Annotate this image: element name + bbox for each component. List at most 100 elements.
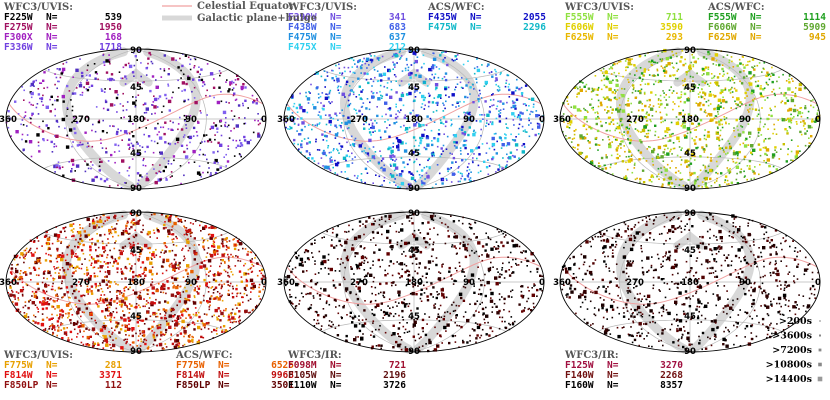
pointing-dot [759,148,762,151]
pointing-dot [129,146,131,149]
pointing-dot [812,99,814,101]
pointing-dot [69,263,72,266]
pointing-dot [491,157,494,161]
pointing-dot [648,106,650,108]
pointing-dot [140,247,143,249]
pointing-dot [257,113,259,115]
pointing-dots [7,211,267,353]
pointing-dot [313,106,317,110]
pointing-dot [213,78,215,80]
lon-tick-label: 360 [0,278,17,288]
pointing-dot [87,281,90,283]
lon-tick-label: 180 [681,115,699,125]
pointing-dot [171,57,175,61]
pointing-dot [36,296,38,298]
pointing-dot [706,156,709,159]
pointing-dot [672,147,675,150]
pointing-dot [669,186,672,188]
pointing-dot [388,146,390,149]
pointing-dot [596,88,599,91]
pointing-dot [155,248,157,251]
pointing-dot [122,273,125,275]
pointing-dot [380,167,382,169]
pointing-dot [183,343,186,346]
pointing-dot [204,326,206,329]
pointing-dot [464,95,467,99]
pointing-dot [135,274,138,277]
pointing-dot [569,137,571,139]
pointing-dot [781,118,786,122]
pointing-dot [54,73,56,75]
pointing-dot [692,64,695,66]
pointing-dot [24,301,27,303]
pointing-dot [61,267,64,269]
pointing-dot [436,145,439,148]
pointing-dot [389,181,391,184]
pointing-dot [200,112,202,114]
pointing-dot [647,129,650,132]
pointing-dot [125,224,128,228]
pointing-dot [249,139,252,141]
pointing-dot [706,134,711,138]
pointing-dot [816,116,819,119]
pointing-dot [103,261,106,263]
pointing-dot [389,146,392,150]
pointing-dot [99,265,103,269]
pointing-dot [360,173,363,175]
pointing-dot [130,213,133,215]
pointing-dot [129,286,131,289]
pointing-dot [409,76,412,79]
pointing-dot [124,304,126,306]
pointing-dot [101,342,104,344]
pointing-dot [139,174,142,177]
pointing-dot [431,140,433,142]
pointing-dot [614,92,616,95]
pointing-dot [454,55,457,58]
pointing-dot [424,96,426,99]
pointing-dot [89,288,91,290]
pointing-dot [181,64,184,68]
pointing-dot [584,157,586,160]
pointing-dot [608,87,612,92]
pointing-dot [796,123,798,125]
pointing-dot [812,120,815,123]
pointing-dot [178,323,180,325]
pointing-dot [664,154,666,156]
pointing-dot [677,170,680,172]
pointing-dot [431,73,433,76]
pointing-dot [773,128,776,131]
pointing-dot [117,322,120,325]
pointing-dot [651,64,653,66]
pointing-dot [459,180,461,183]
pointing-dot [34,260,38,265]
pointing-dot [132,270,135,274]
pointing-dot [86,163,89,166]
pointing-dot [541,120,543,123]
pointing-dot [43,139,45,142]
pointing-dot [447,86,450,89]
pointing-dot [74,170,76,172]
pointing-dot [704,167,706,169]
pointing-dot [114,329,116,332]
pointing-dot [183,330,187,334]
pointing-dot [430,65,435,70]
pointing-dot [132,147,134,150]
pointing-dot [389,114,392,117]
pointing-dot [66,108,69,110]
pointing-dot [363,57,365,60]
pointing-dot [251,270,254,273]
pointing-dot [589,103,592,106]
pointing-dot [672,101,674,103]
pointing-dot [414,59,418,64]
pointing-dot [702,56,706,59]
pointing-dot [349,144,352,146]
pointing-dot [259,298,262,300]
pointing-dot [587,87,591,90]
pointing-dot [385,113,387,116]
pointing-dot [703,177,706,180]
pointing-dot [99,219,103,224]
pointing-dot [236,78,240,81]
pointing-dot [21,86,23,88]
pointing-dot [77,245,80,249]
pointing-dot [109,318,112,321]
